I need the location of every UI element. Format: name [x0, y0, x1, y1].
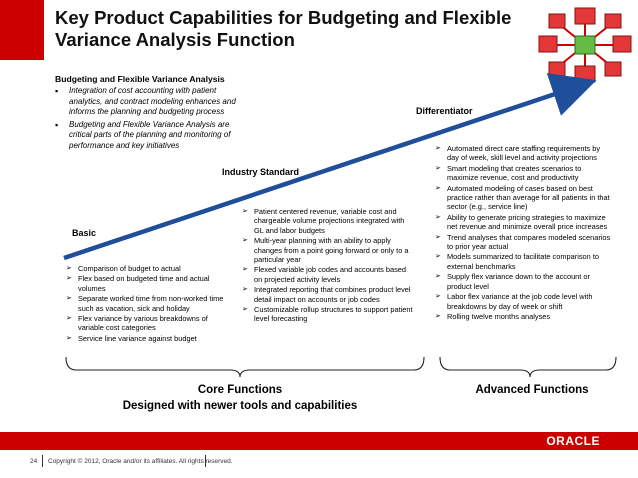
left-accent-bar — [0, 0, 44, 60]
stage-industry-label: Industry Standard — [222, 167, 300, 177]
list-item: Smart modeling that creates scenarios to… — [435, 164, 613, 183]
page-number: 24 — [30, 458, 38, 465]
footer-red-band — [0, 432, 638, 450]
differentiator-capabilities: Automated direct care staffing requireme… — [435, 144, 613, 322]
list-item: Labor flex variance at the job code leve… — [435, 292, 613, 311]
list-item: Ability to generate pricing strategies t… — [435, 213, 613, 232]
section-subheading: Budgeting and Flexible Variance Analysis — [55, 74, 225, 84]
list-item: Service line variance against budget — [66, 334, 228, 344]
oracle-logo: ORACLE — [546, 434, 600, 448]
advanced-functions-label: Advanced Functions — [475, 384, 589, 396]
list-item: Patient centered revenue, variable cost … — [242, 207, 414, 235]
core-brace — [65, 356, 425, 378]
intro-bullets: Integration of cost accounting with pati… — [55, 86, 245, 153]
list-item: Multi-year planning with an ability to a… — [242, 236, 414, 264]
footer-divider — [42, 455, 43, 467]
list-item: Customizable rollup structures to suppor… — [242, 305, 414, 324]
industry-capabilities: Patient centered revenue, variable cost … — [242, 207, 414, 325]
core-functions-title: Core Functions — [197, 384, 283, 396]
list-item: Flexed variable job codes and accounts b… — [242, 265, 414, 284]
advanced-brace — [439, 356, 617, 378]
list-item: Supply flex variance down to the account… — [435, 272, 613, 291]
list-item: Separate worked time from non-worked tim… — [66, 294, 228, 313]
slide-title: Key Product Capabilities for Budgeting a… — [55, 7, 512, 50]
intro-bullet: Budgeting and Flexible Variance Analysis… — [55, 120, 245, 152]
list-item: Integrated reporting that combines produ… — [242, 285, 414, 304]
list-item: Flex variance by various breakdowns of v… — [66, 314, 228, 333]
list-item: Trend analyses that compares modeled sce… — [435, 233, 613, 252]
stage-basic-label: Basic — [72, 228, 97, 238]
copyright-text: Copyright © 2012, Oracle and/or its affi… — [48, 458, 233, 465]
list-item: Automated modeling of cases based on bes… — [435, 184, 613, 212]
basic-capabilities: Comparison of budget to actual Flex base… — [66, 264, 228, 344]
list-item: Models summarized to facilitate comparis… — [435, 252, 613, 271]
list-item: Rolling twelve months analyses — [435, 312, 613, 322]
intro-bullet: Integration of cost accounting with pati… — [55, 86, 245, 118]
footer-divider — [205, 455, 206, 467]
core-functions-subtitle: Designed with newer tools and capabiliti… — [122, 400, 358, 412]
list-item: Comparison of budget to actual — [66, 264, 228, 274]
list-item: Flex based on budgeted time and actual v… — [66, 274, 228, 293]
core-functions-label: Core Functions Designed with newer tools… — [110, 382, 370, 414]
list-item: Automated direct care staffing requireme… — [435, 144, 613, 163]
stage-differentiator-label: Differentiator — [416, 106, 473, 116]
